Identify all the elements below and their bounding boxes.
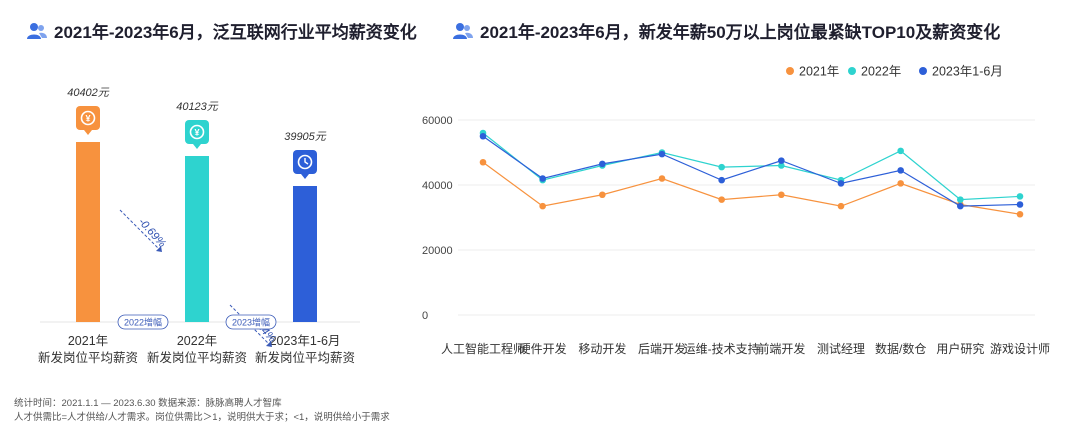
- x-category-label: 前端开发: [757, 341, 805, 356]
- series-point: [897, 167, 904, 174]
- clock-hands: [304, 158, 309, 165]
- bar-category-label: 2022年: [177, 334, 217, 348]
- x-category-label: 运维-技术支持: [684, 341, 760, 356]
- x-category-label: 数据/数仓: [875, 341, 926, 356]
- icon-ring: [189, 124, 205, 140]
- icon-ring: [297, 154, 313, 170]
- money-coin-icon: ¥: [76, 106, 100, 135]
- footnote-definition: 人才供需比=人才供给/人才需求。岗位供需比＞1，说明供大于求；<1，说明供给小于…: [14, 412, 390, 423]
- left-title-text: 2021年-2023年6月，泛互联网行业平均薪资变化: [54, 23, 417, 42]
- x-category-label: 用户研究: [936, 341, 984, 356]
- series-point: [1016, 201, 1024, 208]
- x-category-label: 游戏设计师: [990, 342, 1050, 356]
- change-tag-pill: [117, 314, 169, 330]
- right-panel-title: 2021年-2023年6月，新发年薪50万以上岗位最紧缺TOP10及薪资变化: [452, 18, 1000, 43]
- legend-marker: [786, 67, 794, 75]
- bar-category-label: 新发岗位平均薪资: [255, 350, 355, 365]
- y-tick-label: 0: [422, 310, 428, 322]
- series-point: [957, 196, 964, 203]
- legend-label: 2021年: [799, 65, 839, 79]
- x-category-label: 硬件开发: [519, 341, 567, 356]
- series-point: [778, 162, 785, 169]
- right-title-text: 2021年-2023年6月，新发年薪50万以上岗位最紧缺TOP10及薪资变化: [480, 23, 1001, 42]
- series-point: [778, 191, 785, 199]
- series-point: [718, 176, 725, 184]
- series-point: [1016, 193, 1024, 200]
- icon-glyph: ¥: [85, 114, 90, 124]
- series-point: [718, 196, 725, 203]
- yen-badge-icon: ¥: [185, 120, 209, 149]
- footnote-source: 统计时间：2021.1.1 — 2023.6.30 数据来源：脉脉高聘人才智库: [14, 398, 282, 409]
- left-panel-title: 2021年-2023年6月，泛互联网行业平均薪资变化: [26, 18, 417, 43]
- change-tag-label: 2022增幅: [124, 317, 162, 328]
- icon-badge: [185, 120, 209, 144]
- series-line-1: [482, 161, 1021, 215]
- bar-category-label: 2021年: [68, 334, 108, 348]
- icon-badge: [76, 106, 100, 130]
- series-point: [599, 160, 606, 168]
- series-point: [957, 202, 964, 210]
- bar-category-label: 新发岗位平均薪资: [147, 350, 247, 365]
- bar-value-label: 40402元: [67, 87, 110, 99]
- icon-pointer: [301, 174, 309, 179]
- x-category-label: 后端开发: [638, 341, 686, 356]
- series-point: [1016, 210, 1024, 218]
- users-icon: [27, 22, 47, 39]
- bar-3: [293, 186, 317, 322]
- bar-category-label: 新发岗位平均薪资: [38, 350, 138, 365]
- series-point: [778, 157, 785, 164]
- series-point: [479, 158, 487, 166]
- bar-value-label: 40123元: [176, 101, 219, 113]
- bar-1: [76, 142, 100, 322]
- series-point: [658, 150, 666, 158]
- series-point: [539, 175, 546, 182]
- change-tag-label: 2023增幅: [232, 317, 270, 328]
- legend-label: 2022年: [861, 65, 901, 79]
- y-tick-label: 60000: [422, 115, 453, 127]
- series-point: [718, 163, 725, 171]
- series-line-3: [482, 135, 1021, 207]
- users-icon: [453, 22, 473, 39]
- bar-value-label: 39905元: [284, 131, 327, 143]
- series-point: [897, 147, 904, 155]
- x-category-label: 人工智能工程师: [441, 341, 525, 356]
- change-tag-pill: [225, 314, 277, 330]
- series-point: [837, 202, 845, 210]
- change-label: -0.69%: [136, 216, 168, 250]
- y-tick-label: 20000: [422, 245, 453, 257]
- legend-label: 2023年1-6月: [932, 65, 1003, 79]
- icon-pointer: [84, 130, 92, 135]
- series-point: [897, 180, 904, 187]
- icon-pointer: [193, 144, 201, 149]
- series-point: [479, 132, 487, 140]
- bar-2: [185, 156, 209, 322]
- series-point: [539, 202, 546, 210]
- clock-icon: [293, 150, 317, 179]
- series-line-2: [482, 132, 1021, 201]
- change-arrowhead: [156, 246, 162, 252]
- series-point: [599, 191, 606, 199]
- x-category-label: 测试经理: [817, 341, 865, 356]
- x-category-label: 移动开发: [578, 341, 626, 356]
- icon-glyph: ¥: [194, 128, 199, 138]
- series-point: [658, 175, 666, 182]
- legend-marker: [848, 67, 856, 75]
- y-tick-label: 40000: [422, 180, 453, 192]
- legend-marker: [919, 67, 927, 75]
- series-point: [837, 180, 845, 187]
- icon-ring: [80, 110, 96, 126]
- bar-category-label: 2023年1-6月: [270, 334, 341, 348]
- change-arrowhead: [266, 341, 272, 347]
